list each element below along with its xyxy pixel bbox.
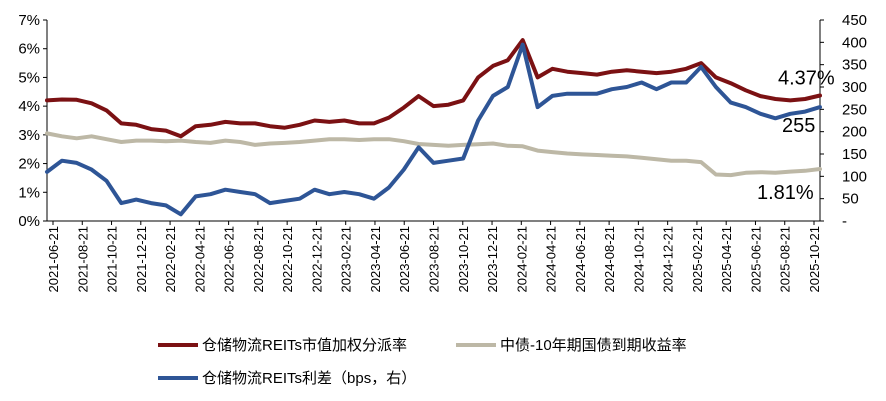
annotations: 4.37% 255 1.81% — [757, 68, 835, 205]
left-tick-label: 1% — [18, 184, 40, 201]
left-tick-label: 5% — [18, 69, 40, 86]
x-tick-label: 2023-04-21 — [368, 226, 383, 293]
x-tick-label: 2024-08-21 — [602, 226, 617, 293]
annotation-label: 1.81% — [757, 182, 814, 204]
x-tick-label: 2022-04-21 — [192, 226, 207, 293]
right-tick-label: 50 — [842, 191, 859, 208]
legend-label-reit_yield: 仓储物流REITs市值加权分派率 — [202, 337, 407, 354]
right-tick-label: 100 — [842, 168, 867, 185]
x-tick-label: 2024-04-21 — [544, 226, 559, 293]
right-tick-label: 300 — [842, 79, 867, 96]
right-tick-label: 250 — [842, 101, 867, 118]
right-y-axis: - 50 100 150 200 250 300 350 400 450 — [820, 12, 867, 230]
series-line-cgb_10y — [45, 131, 822, 178]
left-tick-label: 3% — [18, 127, 40, 144]
x-tick-label: 2021-08-21 — [75, 226, 90, 293]
annotation-label: 4.37% — [778, 68, 835, 90]
right-tick-label: 400 — [842, 34, 867, 51]
x-tick-label: 2021-06-21 — [46, 226, 61, 293]
x-tick-label: 2024-06-21 — [573, 226, 588, 293]
x-tick-label: 2021-10-21 — [105, 226, 120, 293]
legend-label-spread: 仓储物流REITs利差（bps，右） — [202, 370, 416, 387]
left-y-axis: 0% 1% 2% 3% 4% 5% 6% 7% — [18, 12, 47, 230]
x-axis: 2021-06-21 2021-08-21 2021-10-21 2021-12-21… — [46, 221, 822, 293]
x-tick-label: 2023-10-21 — [456, 226, 471, 293]
right-tick-label: 200 — [842, 124, 867, 141]
x-tick-label: 2025-04-21 — [719, 226, 734, 293]
x-tick-label: 2023-12-21 — [485, 226, 500, 293]
x-tick-label: 2022-02-21 — [163, 226, 178, 293]
x-tick-label: 2024-10-21 — [631, 226, 646, 293]
plot-frame — [46, 20, 821, 222]
x-tick-label: 2025-10-21 — [807, 226, 822, 293]
x-tick-label: 2021-12-21 — [134, 226, 149, 293]
right-tick-label: 350 — [842, 57, 867, 74]
left-tick-label: 7% — [18, 12, 40, 29]
x-tick-label: 2023-02-21 — [339, 226, 354, 293]
right-tick-label: - — [842, 213, 847, 230]
series-line-reit_yield — [45, 38, 822, 139]
left-tick-label: 2% — [18, 156, 40, 173]
x-tick-label: 2024-12-21 — [661, 226, 676, 293]
x-tick-label: 2025-08-21 — [778, 226, 793, 293]
annotation-label: 255 — [782, 115, 815, 137]
x-tick-label: 2025-06-21 — [748, 226, 763, 293]
left-tick-label: 0% — [18, 213, 40, 230]
series-layer — [45, 38, 822, 217]
x-tick-label: 2022-12-21 — [309, 226, 324, 293]
x-tick-label: 2025-02-21 — [690, 226, 705, 293]
x-tick-label: 2023-08-21 — [427, 226, 442, 293]
left-tick-label: 6% — [18, 41, 40, 58]
x-tick-label: 2023-06-21 — [397, 226, 412, 293]
x-tick-label: 2022-06-21 — [222, 226, 237, 293]
x-tick-label: 2024-02-21 — [514, 226, 529, 293]
right-tick-label: 150 — [842, 146, 867, 163]
left-tick-label: 4% — [18, 98, 40, 115]
legend-label-cgb_10y: 中债-10年期国债到期收益率 — [500, 337, 687, 354]
right-tick-label: 450 — [842, 12, 867, 29]
legend: 仓储物流REITs市值加权分派率 中债-10年期国债到期收益率仓储物流REITs利… — [158, 337, 687, 387]
series-line-spread — [45, 42, 822, 217]
x-tick-label: 2022-08-21 — [251, 226, 266, 293]
x-tick-label: 2022-10-21 — [280, 226, 295, 293]
